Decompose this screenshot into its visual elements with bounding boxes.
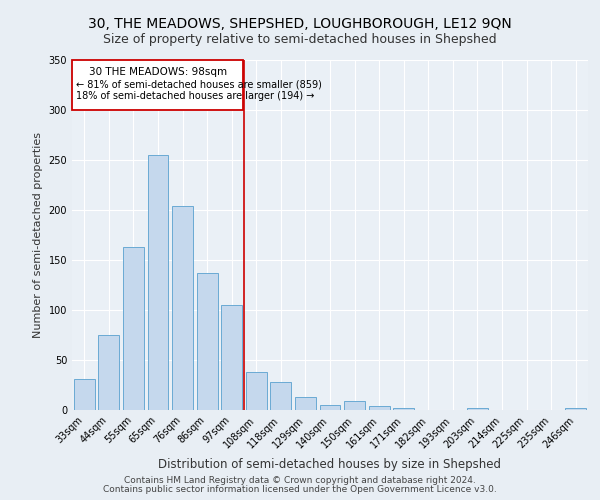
Bar [246,372,267,410]
Text: Size of property relative to semi-detached houses in Shepshed: Size of property relative to semi-detach… [103,32,497,46]
Bar [295,397,316,410]
FancyBboxPatch shape [73,60,243,110]
X-axis label: Distribution of semi-detached houses by size in Shepshed: Distribution of semi-detached houses by … [158,458,502,471]
Bar [172,206,193,410]
Bar [467,408,488,410]
Y-axis label: Number of semi-detached properties: Number of semi-detached properties [33,132,43,338]
Bar [123,247,144,410]
Bar [221,305,242,410]
Bar [74,379,95,410]
Bar [98,335,119,410]
Text: Contains HM Land Registry data © Crown copyright and database right 2024.: Contains HM Land Registry data © Crown c… [124,476,476,485]
Text: 18% of semi-detached houses are larger (194) →: 18% of semi-detached houses are larger (… [76,91,314,101]
Bar [148,155,169,410]
Text: Contains public sector information licensed under the Open Government Licence v3: Contains public sector information licen… [103,485,497,494]
Bar [320,405,340,410]
Text: ← 81% of semi-detached houses are smaller (859): ← 81% of semi-detached houses are smalle… [76,79,322,89]
Bar [368,406,389,410]
Bar [197,273,218,410]
Bar [271,382,292,410]
Bar [344,401,365,410]
Text: 30 THE MEADOWS: 98sqm: 30 THE MEADOWS: 98sqm [89,67,227,77]
Bar [393,408,414,410]
Text: 30, THE MEADOWS, SHEPSHED, LOUGHBOROUGH, LE12 9QN: 30, THE MEADOWS, SHEPSHED, LOUGHBOROUGH,… [88,18,512,32]
Bar [565,408,586,410]
